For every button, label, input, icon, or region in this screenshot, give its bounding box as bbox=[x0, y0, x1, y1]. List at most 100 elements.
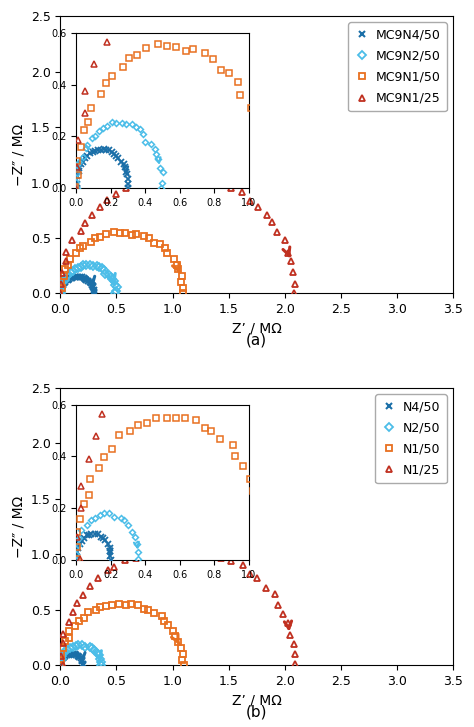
N1/50 bbox=[81, 614, 87, 622]
MC9N2/50 bbox=[109, 273, 114, 281]
N4/50 bbox=[79, 656, 85, 664]
N1/25 bbox=[96, 574, 101, 582]
N1/25 bbox=[185, 545, 191, 554]
N1/25 bbox=[122, 556, 128, 565]
N2/50 bbox=[98, 661, 104, 670]
MC9N4/50 bbox=[65, 276, 71, 284]
MC9N1/50 bbox=[67, 254, 73, 263]
MC9N1/25 bbox=[228, 184, 234, 193]
MC9N4/50 bbox=[58, 287, 64, 296]
N1/25 bbox=[80, 590, 86, 599]
N1/25 bbox=[176, 543, 182, 552]
MC9N1/50 bbox=[97, 232, 103, 241]
MC9N1/25 bbox=[154, 176, 159, 185]
N4/50 bbox=[60, 654, 66, 663]
Text: (a): (a) bbox=[246, 332, 267, 348]
MC9N4/50 bbox=[70, 273, 75, 282]
MC9N1/50 bbox=[88, 237, 93, 246]
N1/25 bbox=[133, 553, 139, 562]
N1/50 bbox=[58, 649, 64, 658]
MC9N1/25 bbox=[104, 196, 110, 204]
MC9N4/50 bbox=[72, 273, 78, 281]
N1/50 bbox=[109, 601, 115, 609]
MC9N1/25 bbox=[292, 289, 297, 298]
MC9N1/50 bbox=[58, 277, 64, 286]
N1/50 bbox=[92, 606, 98, 614]
N4/50 bbox=[63, 651, 68, 660]
MC9N1/25 bbox=[218, 179, 224, 188]
N1/25 bbox=[61, 630, 66, 638]
N1/50 bbox=[178, 643, 184, 652]
N4/50 bbox=[64, 651, 70, 659]
MC9N2/50 bbox=[99, 264, 105, 273]
MC9N2/50 bbox=[70, 267, 76, 276]
N1/25 bbox=[105, 566, 110, 574]
MC9N1/50 bbox=[81, 241, 86, 250]
N1/25 bbox=[240, 561, 246, 570]
MC9N4/50 bbox=[67, 274, 73, 283]
MC9N4/50 bbox=[87, 278, 92, 286]
N4/50 bbox=[76, 653, 82, 662]
N1/25 bbox=[74, 598, 80, 607]
N4/50 bbox=[80, 661, 86, 670]
N1/50 bbox=[180, 649, 186, 658]
MC9N1/50 bbox=[157, 240, 163, 249]
MC9N1/50 bbox=[180, 289, 186, 298]
MC9N1/25 bbox=[57, 289, 63, 297]
N1/50 bbox=[58, 655, 64, 664]
X-axis label: Z’ / MΩ: Z’ / MΩ bbox=[232, 322, 282, 336]
MC9N2/50 bbox=[58, 286, 64, 295]
N4/50 bbox=[72, 650, 77, 659]
MC9N4/50 bbox=[91, 283, 96, 292]
N1/25 bbox=[228, 557, 234, 566]
N1/50 bbox=[117, 600, 122, 608]
MC9N1/25 bbox=[255, 202, 261, 211]
N1/25 bbox=[58, 651, 64, 660]
N1/50 bbox=[173, 631, 178, 640]
MC9N2/50 bbox=[64, 272, 69, 281]
MC9N4/50 bbox=[73, 273, 79, 281]
N1/50 bbox=[66, 626, 72, 635]
N1/50 bbox=[63, 637, 68, 646]
N1/25 bbox=[218, 554, 224, 563]
Line: MC9N4/50: MC9N4/50 bbox=[57, 273, 98, 297]
N1/25 bbox=[275, 601, 281, 609]
MC9N1/50 bbox=[56, 289, 62, 297]
MC9N1/50 bbox=[122, 228, 128, 237]
MC9N1/50 bbox=[174, 260, 180, 269]
Text: (b): (b) bbox=[246, 704, 267, 719]
Line: N1/25: N1/25 bbox=[58, 545, 298, 668]
N1/50 bbox=[151, 609, 156, 618]
MC9N1/25 bbox=[124, 184, 129, 193]
N2/50 bbox=[96, 651, 101, 659]
MC9N2/50 bbox=[87, 261, 93, 270]
N1/50 bbox=[60, 643, 66, 652]
N2/50 bbox=[82, 643, 88, 651]
N4/50 bbox=[80, 657, 85, 666]
N2/50 bbox=[57, 661, 63, 670]
N1/50 bbox=[76, 616, 82, 625]
N4/50 bbox=[78, 654, 83, 663]
N4/50 bbox=[67, 650, 73, 659]
MC9N4/50 bbox=[69, 274, 74, 283]
MC9N1/25 bbox=[58, 280, 64, 289]
MC9N1/25 bbox=[285, 248, 291, 257]
Line: N1/50: N1/50 bbox=[57, 601, 187, 669]
MC9N4/50 bbox=[90, 282, 96, 291]
Legend: MC9N4/50, MC9N2/50, MC9N1/50, MC9N1/25: MC9N4/50, MC9N2/50, MC9N1/50, MC9N1/25 bbox=[348, 23, 447, 111]
N1/25 bbox=[71, 608, 76, 616]
MC9N2/50 bbox=[60, 278, 65, 286]
MC9N1/25 bbox=[208, 180, 214, 188]
MC9N2/50 bbox=[107, 270, 112, 279]
MC9N1/50 bbox=[63, 264, 68, 273]
Line: MC9N1/50: MC9N1/50 bbox=[56, 228, 186, 297]
N2/50 bbox=[76, 640, 82, 649]
MC9N4/50 bbox=[89, 278, 94, 287]
N1/50 bbox=[141, 604, 147, 613]
X-axis label: Z’ / MΩ: Z’ / MΩ bbox=[232, 694, 282, 707]
MC9N2/50 bbox=[81, 261, 86, 270]
Line: N2/50: N2/50 bbox=[57, 643, 103, 668]
MC9N1/50 bbox=[164, 249, 170, 258]
N2/50 bbox=[94, 649, 100, 658]
MC9N1/25 bbox=[164, 174, 170, 182]
